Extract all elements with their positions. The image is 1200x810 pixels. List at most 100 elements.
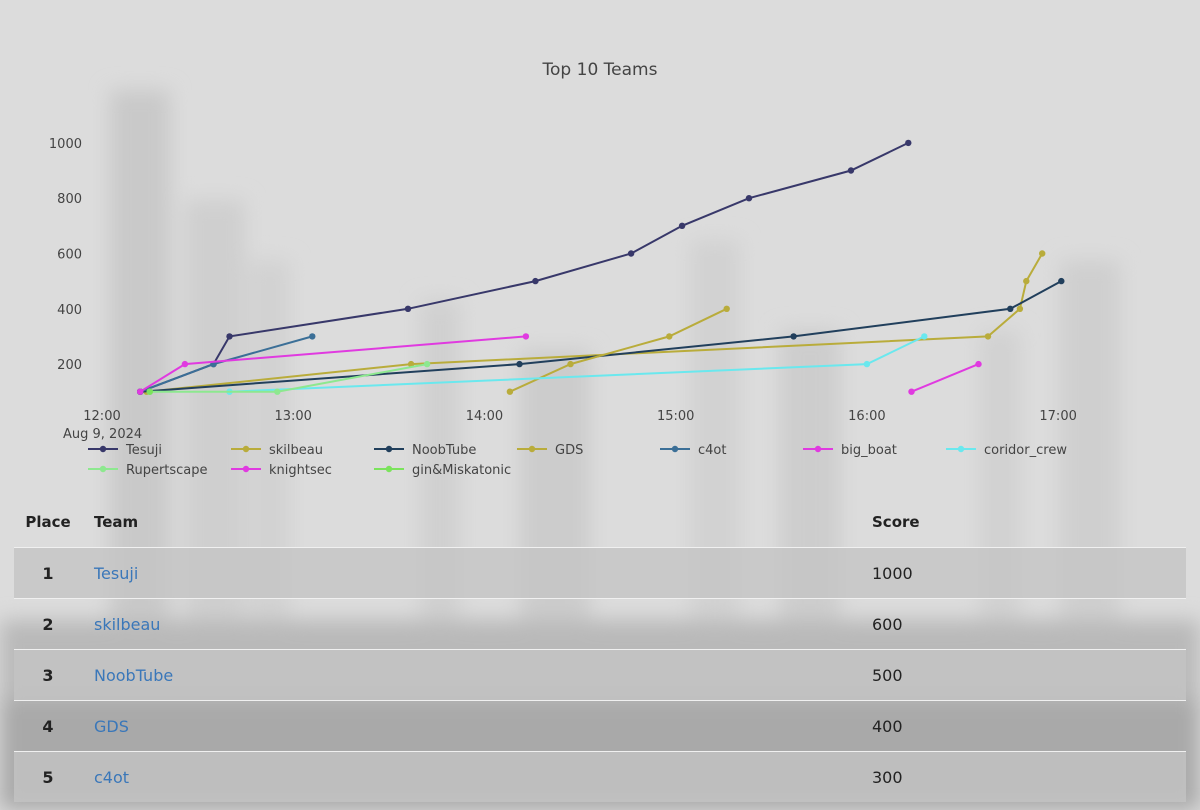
data-point[interactable]	[847, 167, 855, 174]
legend-item[interactable]: big_boat	[803, 443, 897, 458]
y-tick-label: 400	[57, 303, 82, 318]
legend-label: NoobTube	[412, 443, 476, 458]
place-cell: 5	[14, 751, 82, 802]
data-point[interactable]	[745, 195, 753, 202]
legend-label: Tesuji	[125, 443, 162, 458]
team-link[interactable]: GDS	[94, 716, 129, 736]
legend-swatch-marker	[385, 445, 393, 453]
y-tick-label: 1000	[49, 137, 82, 152]
data-point[interactable]	[1058, 277, 1065, 285]
place-cell: 3	[14, 649, 82, 701]
legend-swatch-marker	[528, 445, 536, 453]
team-cell: Tesuji	[82, 547, 872, 599]
legend-swatch-marker	[99, 465, 107, 473]
data-point[interactable]	[404, 305, 412, 312]
place-cell: 2	[14, 598, 82, 650]
legend-label: GDS	[555, 443, 583, 458]
legend-label: skilbeau	[269, 443, 323, 458]
team-cell: skilbeau	[82, 598, 872, 650]
series-line-knightsec	[139, 335, 526, 393]
data-point[interactable]	[908, 388, 915, 395]
column-header-team: Team	[94, 513, 139, 531]
data-point[interactable]	[532, 277, 539, 285]
place-cell: 1	[14, 547, 82, 599]
x-tick-label: 13:00	[274, 409, 311, 424]
legend-swatch-marker	[385, 465, 393, 473]
data-point[interactable]	[506, 388, 514, 395]
data-point[interactable]	[984, 333, 992, 340]
team-link[interactable]: skilbeau	[94, 614, 161, 634]
data-point[interactable]	[181, 360, 189, 368]
data-point[interactable]	[1016, 305, 1024, 312]
series-coridor-crew	[226, 333, 928, 395]
series-line-tesuji	[139, 141, 909, 393]
legend-item[interactable]: skilbeau	[231, 443, 323, 458]
data-point[interactable]	[423, 360, 431, 368]
legend-label: knightsec	[269, 463, 332, 478]
team-cell: c4ot	[82, 751, 872, 802]
team-link[interactable]: NoobTube	[94, 665, 174, 685]
legend-label: coridor_crew	[984, 443, 1067, 458]
table-row: 4 GDS 400	[14, 700, 1186, 752]
series-noobtube	[137, 277, 1065, 395]
data-point[interactable]	[407, 360, 415, 368]
data-point[interactable]	[226, 333, 233, 340]
team-link[interactable]: c4ot	[94, 767, 130, 787]
data-point[interactable]	[522, 333, 530, 340]
data-point[interactable]	[627, 250, 635, 257]
table-row: 2 skilbeau 600	[14, 598, 1186, 650]
table-row: 3 NoobTube 500	[14, 649, 1186, 701]
data-point[interactable]	[921, 333, 928, 340]
legend-swatch-marker	[242, 445, 250, 453]
data-point[interactable]	[666, 333, 673, 340]
x-axis-date-label: Aug 9, 2024	[63, 427, 142, 442]
data-point[interactable]	[567, 360, 574, 368]
legend-swatch-marker	[671, 445, 679, 453]
team-cell: GDS	[82, 700, 872, 752]
data-point[interactable]	[975, 360, 982, 368]
place-cell: 4	[14, 700, 82, 752]
data-point[interactable]	[274, 388, 281, 395]
legend-label: Rupertscape	[126, 463, 208, 478]
data-point[interactable]	[678, 222, 686, 229]
data-point[interactable]	[516, 360, 523, 368]
data-point[interactable]	[309, 333, 316, 340]
legend-label: gin&Miskatonic	[412, 463, 511, 478]
x-tick-label: 15:00	[657, 409, 694, 424]
data-point[interactable]	[905, 139, 912, 147]
table-row: 1 Tesuji 1000	[14, 547, 1186, 599]
x-tick-label: 12:00	[83, 409, 120, 424]
legend-swatch-marker	[242, 465, 250, 473]
data-point[interactable]	[146, 388, 153, 395]
table-header-row: Place Team Score	[14, 497, 1186, 548]
data-point[interactable]	[863, 360, 871, 368]
team-cell: NoobTube	[82, 649, 872, 701]
team-link[interactable]: Tesuji	[94, 563, 139, 583]
score-cell: 500	[872, 649, 1186, 701]
score-cell: 300	[872, 751, 1186, 802]
data-point[interactable]	[137, 388, 144, 395]
legend-item[interactable]: GDS	[517, 443, 583, 458]
column-header-score: Score	[872, 513, 920, 531]
series-big-boat	[908, 360, 982, 395]
legend-item[interactable]: NoobTube	[374, 443, 476, 458]
legend-item[interactable]: knightsec	[231, 463, 332, 478]
legend-swatch-marker	[99, 445, 107, 453]
data-point[interactable]	[790, 333, 797, 340]
x-tick-label: 16:00	[848, 409, 885, 424]
scoreboard-table: Place Team Score 1 Tesuji 1000 2 skilbea…	[14, 497, 1186, 802]
data-point[interactable]	[723, 305, 730, 312]
legend-label: c4ot	[698, 443, 726, 458]
data-point[interactable]	[1039, 250, 1046, 257]
legend-item[interactable]: coridor_crew	[946, 443, 1067, 458]
legend-item[interactable]: Rupertscape	[88, 463, 208, 478]
legend-swatch-marker	[957, 445, 965, 453]
legend-item[interactable]: c4ot	[660, 443, 726, 458]
legend-swatch-marker	[814, 445, 822, 453]
legend-item[interactable]: gin&Miskatonic	[374, 463, 511, 478]
data-point[interactable]	[1007, 305, 1014, 312]
series-tesuji	[137, 139, 912, 395]
data-point[interactable]	[1023, 277, 1030, 285]
x-tick-label: 17:00	[1039, 409, 1076, 424]
legend-item[interactable]: Tesuji	[88, 443, 162, 458]
